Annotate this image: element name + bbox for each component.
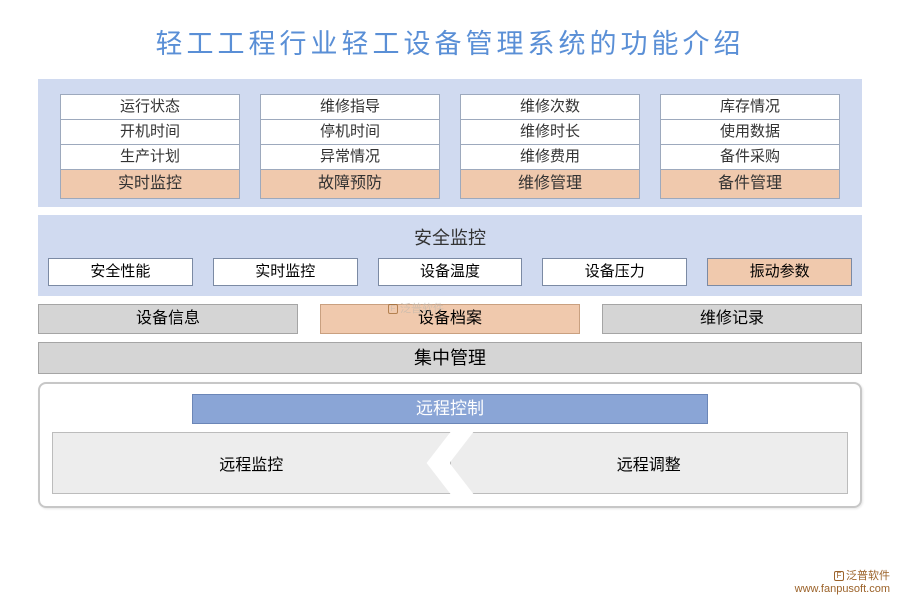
- central-bar: 集中管理: [38, 342, 862, 374]
- top-panel: 运行状态 开机时间 生产计划 实时监控 维修指导 停机时间 异常情况 故障预防 …: [38, 79, 862, 207]
- watermark-corner: F泛普软件 www.fanpusoft.com: [795, 570, 890, 596]
- col-realtime: 运行状态 开机时间 生产计划 实时监控: [60, 94, 240, 199]
- col-header-spare: 备件管理: [660, 169, 840, 199]
- cell-item: 运行状态: [60, 94, 240, 120]
- files-row: 设备信息 设备档案 维修记录: [38, 304, 862, 334]
- remote-left-label: 远程监控: [219, 451, 283, 475]
- mid-cell-pressure: 设备压力: [542, 258, 687, 286]
- remote-left: 远程监控: [52, 432, 451, 494]
- remote-row: 远程监控 远程调整: [52, 432, 848, 494]
- mid-cell-temp: 设备温度: [378, 258, 523, 286]
- mid-panel: 安全监控 安全性能 实时监控 设备温度 设备压力 振动参数: [38, 215, 862, 296]
- col-header-realtime: 实时监控: [60, 169, 240, 199]
- watermark-icon: F: [834, 571, 844, 581]
- top-columns: 运行状态 开机时间 生产计划 实时监控 维修指导 停机时间 异常情况 故障预防 …: [60, 94, 840, 199]
- remote-right-label: 远程调整: [617, 451, 681, 475]
- cell-item: 维修费用: [460, 144, 640, 170]
- cell-item: 使用数据: [660, 119, 840, 145]
- remote-header: 远程控制: [192, 394, 708, 424]
- cell-item: 停机时间: [260, 119, 440, 145]
- watermark-center: F泛普软件: [388, 300, 444, 316]
- col-fault: 维修指导 停机时间 异常情况 故障预防: [260, 94, 440, 199]
- watermark-brand: 泛普软件: [846, 570, 890, 582]
- watermark-icon: F: [388, 304, 398, 314]
- mid-cell-monitor: 实时监控: [213, 258, 358, 286]
- cell-item: 备件采购: [660, 144, 840, 170]
- file-cell-record: 维修记录: [602, 304, 862, 334]
- remote-panel: 远程控制 远程监控 远程调整: [38, 382, 862, 508]
- mid-cell-safety: 安全性能: [48, 258, 193, 286]
- remote-right: 远程调整: [450, 432, 849, 494]
- col-header-fault: 故障预防: [260, 169, 440, 199]
- watermark-brand-center: 泛普软件: [400, 303, 444, 315]
- mid-header: 安全监控: [48, 221, 852, 258]
- cell-item: 开机时间: [60, 119, 240, 145]
- cell-item: 异常情况: [260, 144, 440, 170]
- page-title: 轻工工程行业轻工设备管理系统的功能介绍: [0, 0, 900, 79]
- file-cell-archive: 设备档案: [320, 304, 580, 334]
- watermark-url: www.fanpusoft.com: [795, 583, 890, 596]
- mid-row: 安全性能 实时监控 设备温度 设备压力 振动参数: [48, 258, 852, 286]
- col-spare: 库存情况 使用数据 备件采购 备件管理: [660, 94, 840, 199]
- cell-item: 库存情况: [660, 94, 840, 120]
- cell-item: 维修次数: [460, 94, 640, 120]
- col-header-repair: 维修管理: [460, 169, 640, 199]
- cell-item: 生产计划: [60, 144, 240, 170]
- col-repair: 维修次数 维修时长 维修费用 维修管理: [460, 94, 640, 199]
- file-cell-info: 设备信息: [38, 304, 298, 334]
- cell-item: 维修时长: [460, 119, 640, 145]
- mid-cell-vibration: 振动参数: [707, 258, 852, 286]
- cell-item: 维修指导: [260, 94, 440, 120]
